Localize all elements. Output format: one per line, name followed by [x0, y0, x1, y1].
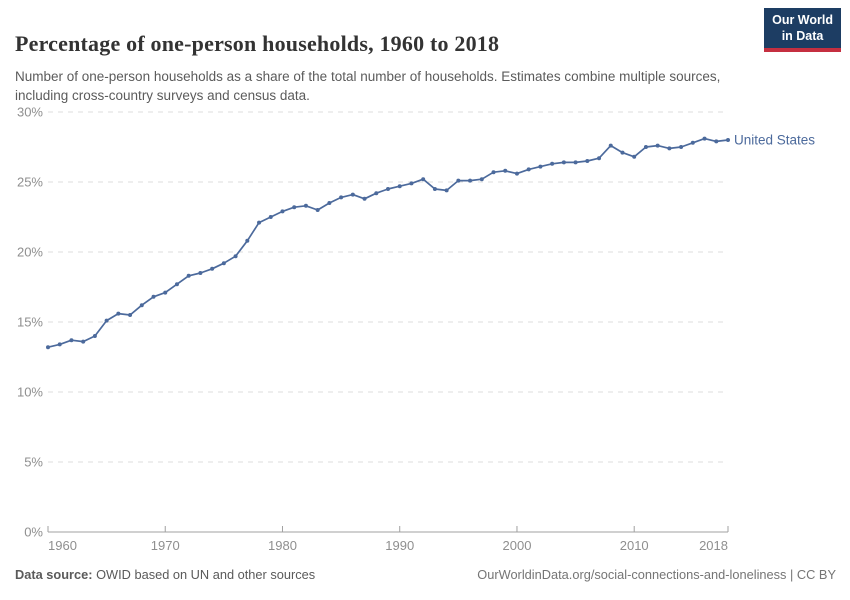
data-point[interactable] — [561, 160, 566, 165]
data-point[interactable] — [444, 188, 449, 193]
data-point[interactable] — [585, 159, 590, 163]
data-source-value: OWID based on UN and other sources — [92, 567, 316, 582]
data-point[interactable] — [362, 196, 367, 201]
attribution-separator: | — [786, 567, 797, 582]
data-point[interactable] — [163, 290, 168, 295]
data-point[interactable] — [573, 160, 578, 165]
data-point[interactable] — [655, 143, 660, 148]
data-point[interactable] — [128, 313, 133, 317]
data-point[interactable] — [679, 145, 684, 149]
data-point[interactable] — [280, 209, 285, 214]
data-point[interactable] — [726, 138, 730, 142]
owid-logo[interactable]: Our World in Data — [764, 8, 841, 53]
data-point[interactable] — [198, 271, 203, 275]
data-point[interactable] — [92, 334, 97, 338]
x-axis-tick-label: 1960 — [48, 538, 77, 553]
data-point[interactable] — [632, 154, 637, 159]
data-point[interactable] — [151, 294, 156, 299]
data-point[interactable] — [57, 342, 62, 347]
attribution: OurWorldinData.org/social-connections-an… — [477, 567, 836, 582]
data-point[interactable] — [456, 178, 461, 183]
x-axis-tick-label: 1970 — [151, 538, 180, 553]
data-point[interactable] — [409, 181, 414, 186]
data-point[interactable] — [538, 164, 543, 169]
data-point[interactable] — [268, 215, 273, 219]
y-axis-tick-label: 30% — [17, 105, 43, 120]
data-point[interactable] — [315, 208, 320, 212]
x-axis-tick-label: 1990 — [385, 538, 414, 553]
data-point[interactable] — [350, 192, 355, 197]
y-axis-tick-label: 0% — [24, 525, 43, 540]
data-point[interactable] — [702, 136, 707, 141]
owid-logo-line2: in Data — [781, 28, 824, 43]
data-point[interactable] — [186, 273, 191, 278]
x-axis-tick-label: 2010 — [620, 538, 649, 553]
data-point[interactable] — [491, 170, 496, 175]
data-point[interactable] — [397, 184, 402, 189]
data-point[interactable] — [514, 171, 519, 176]
chart-subtitle: Number of one-person households as a sha… — [15, 68, 721, 104]
data-point[interactable] — [667, 146, 672, 151]
data-point[interactable] — [139, 303, 144, 308]
data-point[interactable] — [421, 177, 426, 182]
data-point[interactable] — [303, 203, 308, 208]
data-point[interactable] — [292, 205, 297, 210]
data-point[interactable] — [339, 195, 344, 200]
data-point[interactable] — [503, 168, 508, 173]
data-point[interactable] — [374, 191, 379, 196]
data-point[interactable] — [327, 201, 332, 205]
data-point[interactable] — [46, 345, 50, 350]
data-point[interactable] — [221, 261, 226, 266]
data-point[interactable] — [386, 187, 390, 191]
data-point[interactable] — [69, 338, 74, 343]
owid-url-link[interactable]: OurWorldinData.org/social-connections-an… — [477, 567, 787, 582]
data-point[interactable] — [174, 282, 179, 287]
data-point[interactable] — [597, 156, 602, 161]
data-point[interactable] — [116, 311, 121, 316]
chart-title: Percentage of one-person households, 196… — [15, 30, 500, 56]
data-point[interactable] — [210, 266, 215, 271]
data-point[interactable] — [233, 254, 238, 259]
data-point[interactable] — [620, 150, 625, 155]
x-axis-tick-label: 1980 — [268, 538, 297, 553]
data-point[interactable] — [550, 161, 555, 166]
license-link[interactable]: CC BY — [796, 567, 836, 582]
x-axis-tick-label: 2018 — [699, 538, 728, 553]
data-point[interactable] — [104, 318, 109, 323]
data-point[interactable] — [479, 177, 484, 182]
data-point[interactable] — [714, 139, 719, 144]
data-point[interactable] — [245, 238, 250, 243]
data-source-label: Data source: — [15, 567, 93, 582]
series-end-label[interactable]: United States — [734, 133, 815, 148]
data-point[interactable] — [81, 339, 86, 344]
data-source-note: Data source: OWID based on UN and other … — [15, 567, 315, 582]
data-point[interactable] — [608, 143, 613, 148]
data-point[interactable] — [468, 178, 473, 183]
data-line-united-states[interactable] — [47, 137, 729, 349]
y-axis-tick-label: 10% — [17, 385, 43, 400]
y-axis-tick-label: 5% — [24, 455, 43, 470]
data-point[interactable] — [526, 167, 531, 172]
y-axis-tick-label: 25% — [17, 175, 43, 190]
y-axis-tick-label: 20% — [17, 245, 43, 260]
owid-logo-line1: Our World — [772, 13, 833, 27]
data-point[interactable] — [643, 145, 648, 149]
chart-footer: Data source: OWID based on UN and other … — [15, 567, 836, 582]
y-axis-tick-label: 15% — [17, 315, 43, 330]
x-axis-tick-label: 2000 — [503, 538, 532, 553]
data-point[interactable] — [432, 187, 437, 191]
data-point[interactable] — [257, 220, 262, 225]
data-point[interactable] — [690, 140, 695, 145]
